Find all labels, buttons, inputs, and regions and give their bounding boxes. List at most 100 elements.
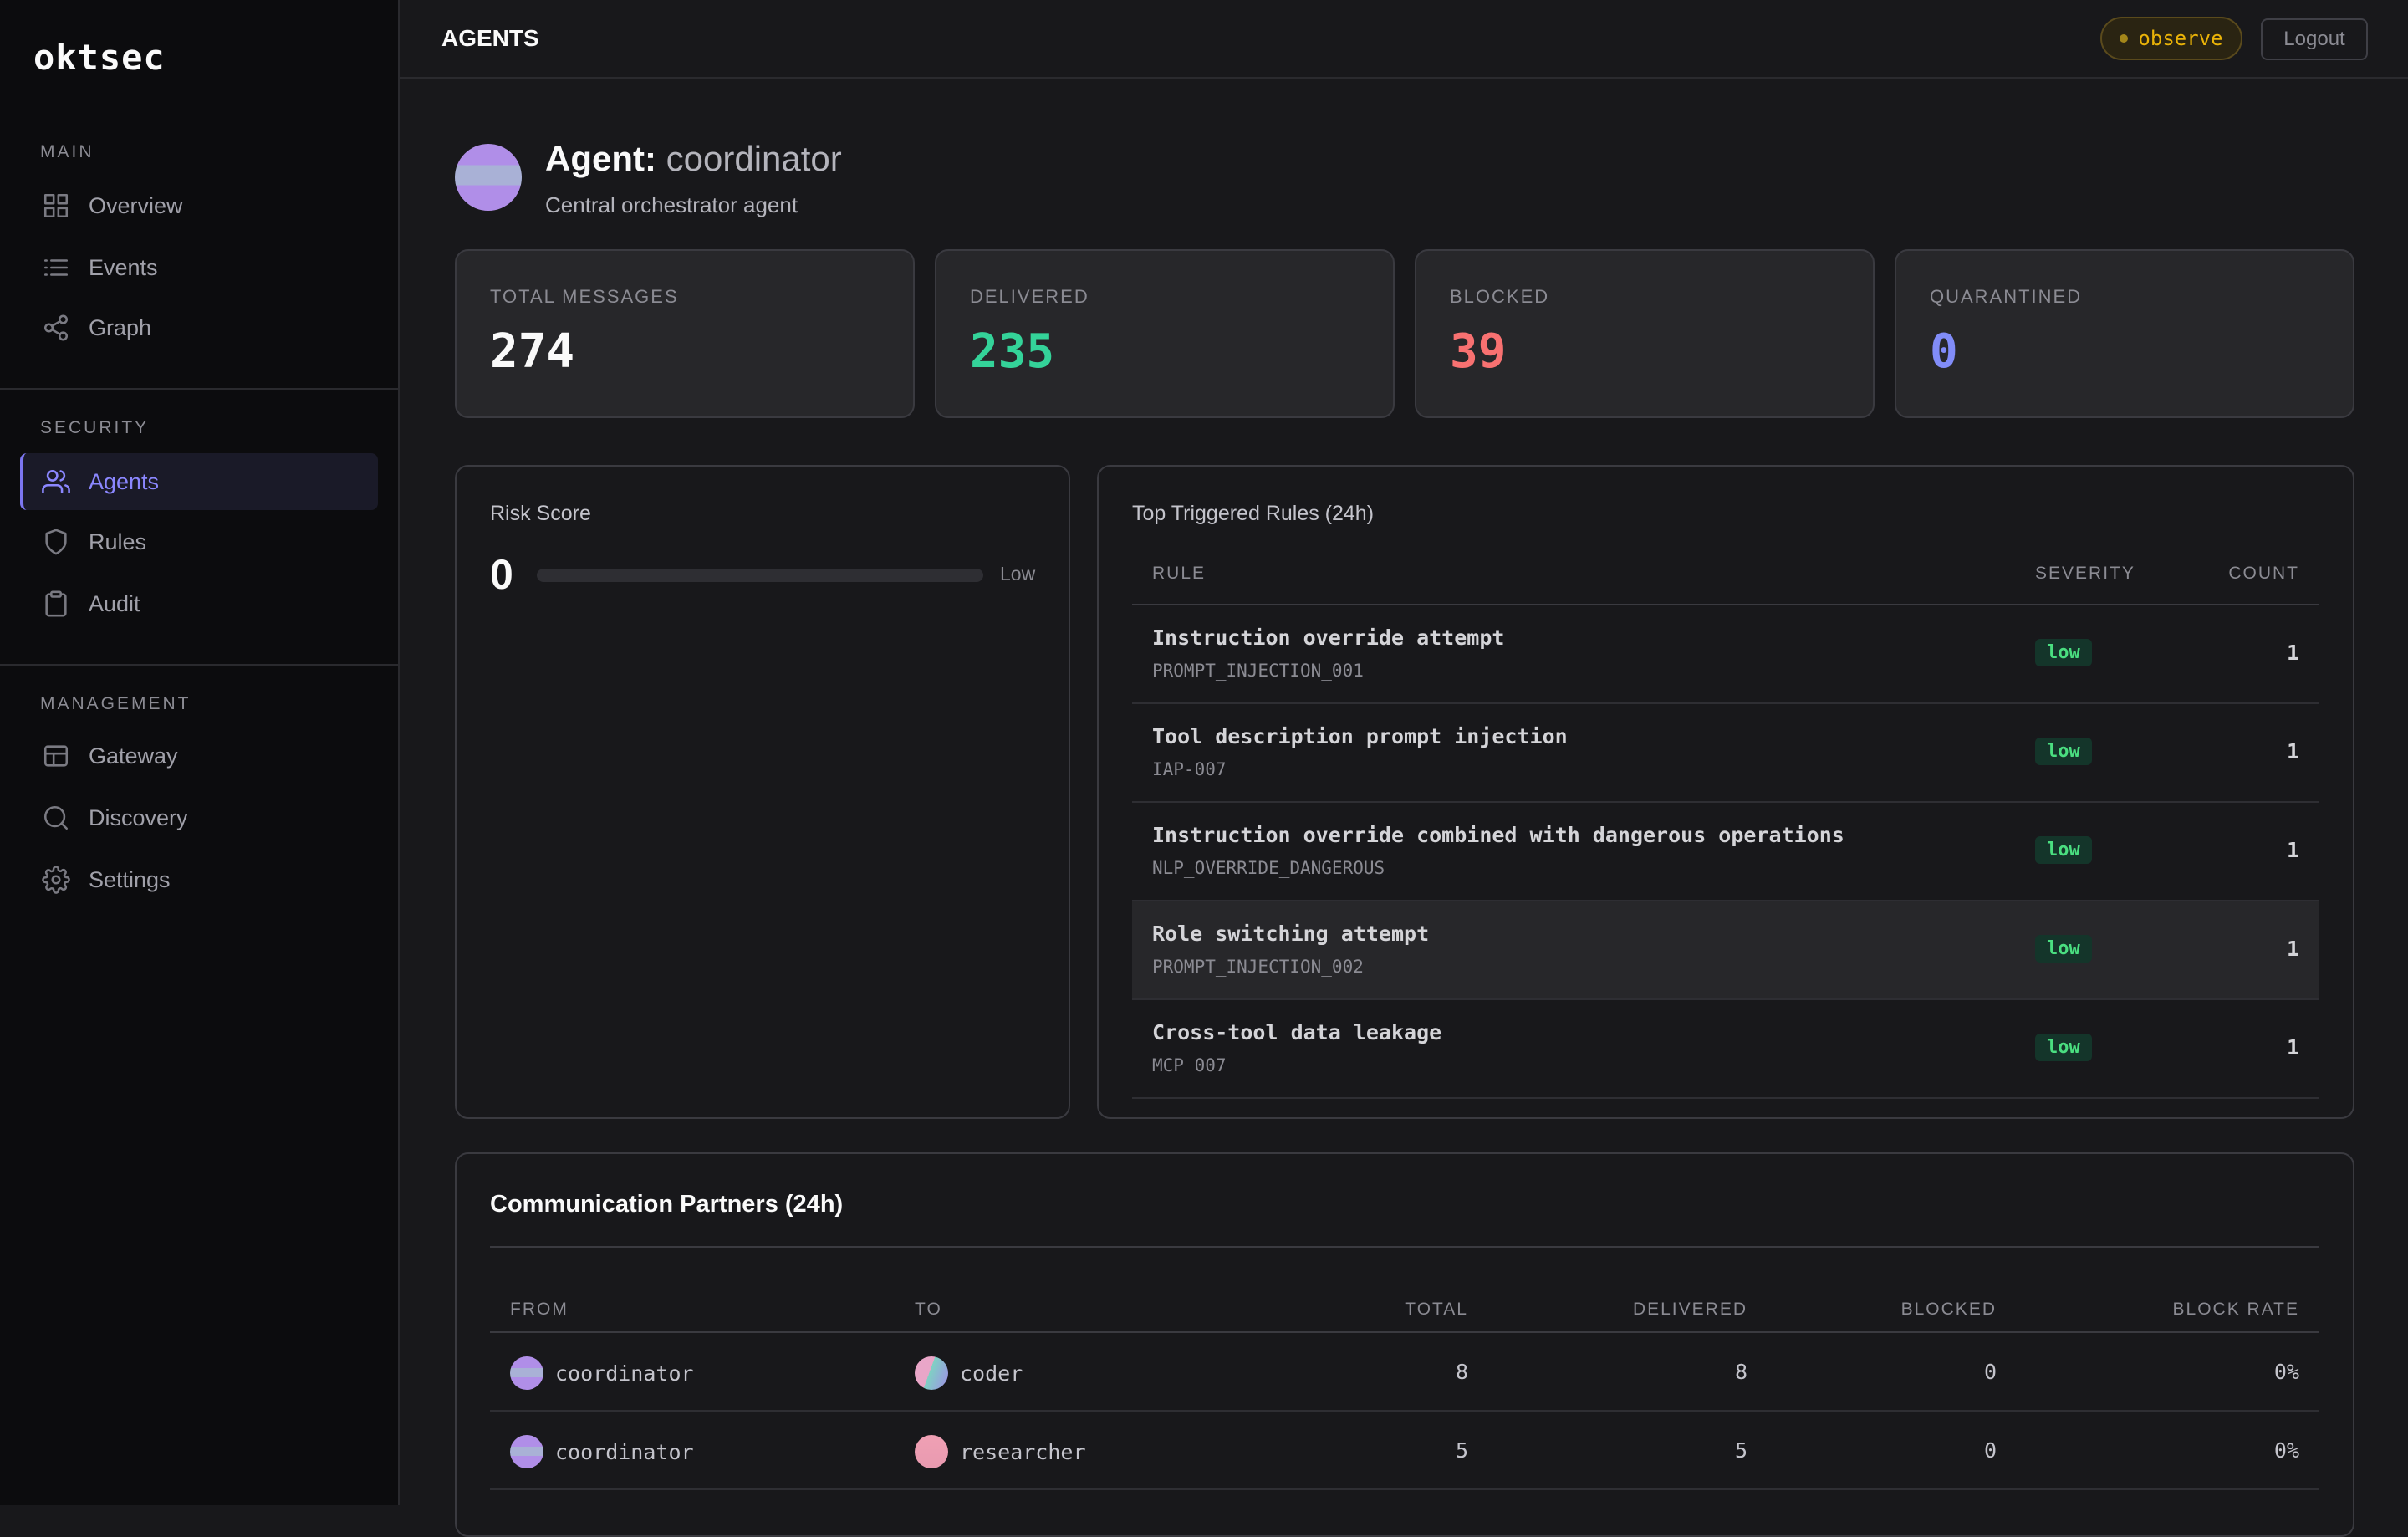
panel-divider	[490, 1246, 2319, 1248]
column-header-severity[interactable]: SEVERITY	[2035, 564, 2135, 583]
section-title-security: SECURITY	[40, 418, 150, 437]
column-header-to[interactable]: TO	[915, 1300, 942, 1319]
panel-title: Top Triggered Rules (24h)	[1132, 502, 1375, 525]
rule-name: Cross-tool data leakage	[1152, 1020, 1442, 1044]
to-cell: researcher	[915, 1435, 1086, 1468]
delivered-cell: 8	[1734, 1360, 1747, 1384]
sidebar-item-label: Settings	[89, 866, 171, 892]
table-row[interactable]: Instruction override attempt PROMPT_INJE…	[1132, 605, 2319, 704]
rule-name: Instruction override combined with dange…	[1152, 823, 1844, 847]
table-header: RULE SEVERITY COUNT	[1132, 550, 2319, 605]
page-title: AGENTS	[441, 25, 539, 51]
rule-id: MCP_007	[1152, 1055, 1227, 1075]
avatar	[510, 1356, 543, 1390]
stat-value: 39	[1450, 324, 1507, 379]
rule-id: PROMPT_INJECTION_001	[1152, 661, 1364, 681]
column-header-block-rate[interactable]: BLOCK RATE	[2172, 1300, 2299, 1319]
sidebar-item-discovery[interactable]: Discovery	[20, 789, 378, 846]
severity-badge: low	[2035, 935, 2092, 963]
stat-label: QUARANTINED	[1930, 286, 2083, 307]
stat-value: 235	[970, 324, 1055, 379]
risk-score-panel: Risk Score 0 Low	[455, 465, 1070, 1119]
risk-score-bar	[537, 569, 983, 582]
agent-avatar	[455, 144, 522, 211]
column-header-from[interactable]: FROM	[510, 1300, 569, 1319]
total-cell: 5	[1455, 1438, 1468, 1463]
sidebar-item-settings[interactable]: Settings	[20, 851, 378, 908]
avatar	[915, 1435, 948, 1468]
agent-name: coordinator	[666, 139, 842, 178]
from-cell: coordinator	[510, 1356, 694, 1390]
search-icon	[43, 805, 69, 830]
rule-name: Instruction override attempt	[1152, 626, 1505, 650]
from-cell: coordinator	[510, 1435, 694, 1468]
section-title-main: MAIN	[40, 142, 94, 161]
section-title-management: MANAGEMENT	[40, 694, 191, 713]
partners-table: FROM TO TOTAL DELIVERED BLOCKED BLOCK RA…	[490, 1263, 2319, 1490]
top-bar: AGENTS observe Logout	[400, 0, 2408, 79]
severity-badge: low	[2035, 836, 2092, 864]
table-row[interactable]: Instruction override combined with dange…	[1132, 803, 2319, 901]
column-header-rule[interactable]: RULE	[1152, 564, 1207, 583]
stat-label: DELIVERED	[970, 286, 1089, 307]
column-header-count[interactable]: COUNT	[2228, 564, 2299, 583]
risk-level-label: Low	[1000, 563, 1036, 585]
table-row[interactable]: Tool description prompt injection IAP-00…	[1132, 704, 2319, 803]
users-icon	[42, 469, 70, 494]
to-cell: coder	[915, 1356, 1023, 1390]
sidebar-item-label: Audit	[89, 590, 140, 616]
sidebar-item-audit[interactable]: Audit	[20, 575, 378, 632]
table-header: FROM TO TOTAL DELIVERED BLOCKED BLOCK RA…	[490, 1263, 2319, 1333]
sidebar-item-agents[interactable]: Agents	[20, 453, 378, 510]
table-icon	[43, 745, 69, 767]
stat-value: 0	[1930, 324, 1958, 379]
gear-icon	[42, 866, 70, 894]
blocked-cell: 0	[1983, 1438, 1997, 1463]
sidebar-item-graph[interactable]: Graph	[20, 299, 378, 356]
logout-button[interactable]: Logout	[2261, 18, 2368, 60]
rule-count: 1	[2286, 838, 2299, 862]
table-row[interactable]: Role switching attempt PROMPT_INJECTION_…	[1132, 901, 2319, 1000]
sidebar-item-gateway[interactable]: Gateway	[20, 728, 378, 784]
share-icon	[43, 314, 69, 341]
clipboard-icon	[45, 590, 67, 617]
sidebar-item-rules[interactable]: Rules	[20, 513, 378, 570]
sidebar-item-label: Gateway	[89, 743, 178, 768]
column-header-blocked[interactable]: BLOCKED	[1900, 1300, 1997, 1319]
shield-icon	[45, 529, 67, 555]
grid-icon	[43, 193, 69, 218]
rule-id: NLP_OVERRIDE_DANGEROUS	[1152, 858, 1385, 878]
risk-score-value: 0	[490, 551, 513, 598]
sidebar-item-label: Overview	[89, 192, 183, 218]
sidebar-item-events[interactable]: Events	[20, 239, 378, 296]
sidebar-item-label: Rules	[89, 529, 147, 554]
table-row[interactable]: coordinator coder 8 8 0 0%	[490, 1333, 2319, 1412]
block-rate-cell: 0%	[2273, 1360, 2299, 1384]
mode-badge[interactable]: observe	[2100, 17, 2242, 60]
rule-count: 1	[2286, 1035, 2299, 1060]
list-icon	[43, 259, 69, 276]
rule-count: 1	[2286, 937, 2299, 961]
total-cell: 8	[1455, 1360, 1468, 1384]
rule-id: PROMPT_INJECTION_002	[1152, 957, 1364, 977]
panel-title: Risk Score	[490, 502, 591, 525]
app-logo: oktsec	[33, 37, 166, 78]
sidebar-item-label: Events	[89, 254, 158, 280]
panel-title: Communication Partners (24h)	[490, 1191, 844, 1218]
communication-partners-panel: Communication Partners (24h) FROM TO TOT…	[455, 1152, 2354, 1537]
severity-badge: low	[2035, 738, 2092, 765]
rule-count: 1	[2286, 739, 2299, 763]
agent-title-prefix: Agent:	[545, 139, 656, 178]
block-rate-cell: 0%	[2273, 1438, 2299, 1463]
rule-name: Role switching attempt	[1152, 922, 1430, 946]
column-header-total[interactable]: TOTAL	[1405, 1300, 1468, 1319]
status-dot-icon	[2120, 34, 2129, 43]
mode-label: observe	[2138, 27, 2223, 50]
sidebar-item-overview[interactable]: Overview	[20, 177, 378, 234]
from-agent: coordinator	[555, 1439, 694, 1464]
to-agent: coder	[960, 1361, 1023, 1386]
sidebar: oktsec MAIN Overview Events Graph SECURI…	[0, 0, 400, 1505]
table-row[interactable]: Cross-tool data leakage MCP_007 low 1	[1132, 1000, 2319, 1099]
column-header-delivered[interactable]: DELIVERED	[1632, 1300, 1747, 1319]
table-row[interactable]: coordinator researcher 5 5 0 0%	[490, 1412, 2319, 1490]
